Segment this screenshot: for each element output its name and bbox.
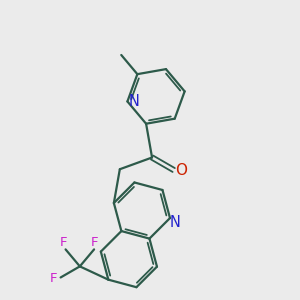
Text: F: F — [50, 272, 57, 285]
Text: N: N — [169, 215, 180, 230]
Text: F: F — [60, 236, 67, 249]
Text: N: N — [129, 94, 140, 109]
Text: F: F — [91, 236, 99, 249]
Text: O: O — [175, 163, 187, 178]
